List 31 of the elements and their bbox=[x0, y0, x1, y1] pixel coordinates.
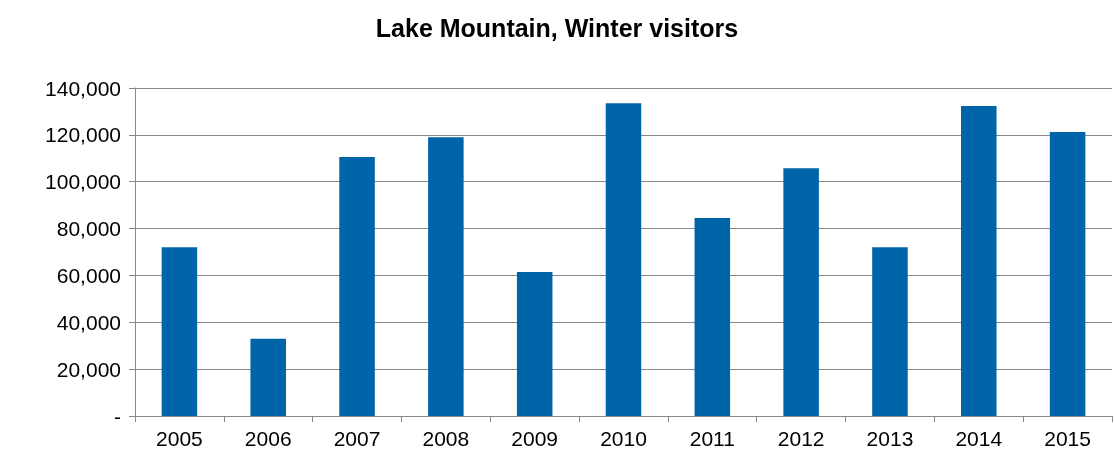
bar bbox=[1049, 132, 1086, 416]
x-tick-label: 2015 bbox=[1044, 427, 1091, 450]
y-tick-label: 140,000 bbox=[45, 76, 121, 100]
x-tick-label: 2013 bbox=[866, 427, 914, 450]
bar bbox=[161, 247, 198, 416]
x-tick-label: 2005 bbox=[156, 427, 203, 450]
bar bbox=[694, 218, 731, 416]
x-tick-label: 2006 bbox=[244, 427, 292, 450]
y-tick-label: 20,000 bbox=[56, 357, 121, 381]
x-tick-label: 2011 bbox=[689, 427, 735, 450]
bar bbox=[961, 106, 997, 416]
y-tick-label: 100,000 bbox=[45, 170, 121, 194]
x-tick-label: 2010 bbox=[600, 427, 647, 450]
x-tick-label: 2008 bbox=[422, 427, 470, 450]
x-tick-label: 2009 bbox=[511, 427, 559, 450]
bar bbox=[339, 157, 375, 416]
bar bbox=[516, 271, 553, 416]
y-tick-label: - bbox=[114, 404, 121, 428]
x-tick-label: 2014 bbox=[955, 427, 1003, 450]
y-tick-label: 60,000 bbox=[56, 263, 121, 287]
bar bbox=[783, 168, 819, 416]
chart-title: Lake Mountain, Winter visitors bbox=[375, 13, 739, 42]
bar bbox=[250, 338, 286, 416]
y-tick-label: 120,000 bbox=[45, 123, 121, 147]
bar bbox=[872, 247, 908, 416]
y-tick-label: 40,000 bbox=[56, 310, 121, 334]
bar bbox=[605, 103, 642, 416]
bar bbox=[428, 137, 464, 416]
x-tick-label: 2012 bbox=[777, 427, 825, 450]
x-tick-label: 2007 bbox=[333, 427, 381, 450]
y-tick-label: 80,000 bbox=[56, 217, 121, 241]
